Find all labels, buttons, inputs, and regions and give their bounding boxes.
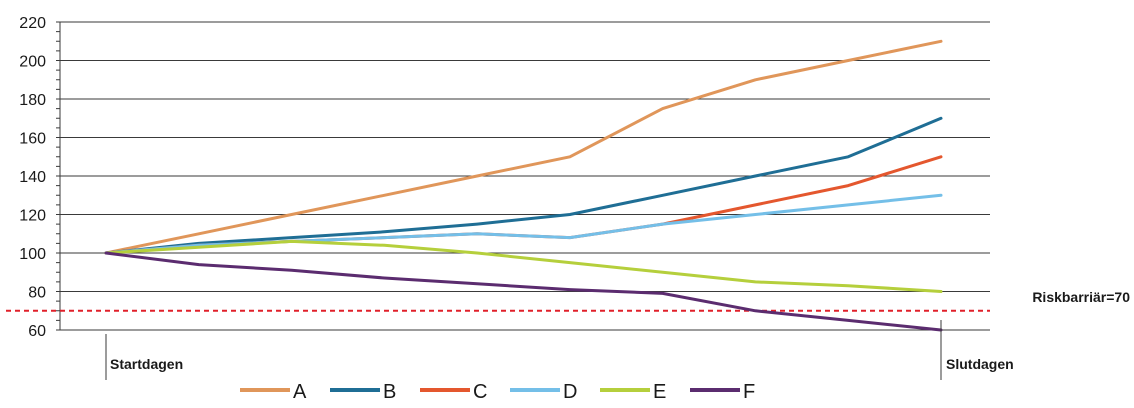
y-tick-label: 120	[19, 208, 46, 225]
y-tick-label: 60	[28, 323, 46, 340]
risk-barrier: Riskbarriär=70	[6, 289, 1130, 312]
y-tick-label: 160	[19, 131, 46, 148]
legend: A B C D E F	[240, 381, 755, 403]
series-line-c	[104, 155, 943, 255]
risk-barrier-label: Riskbarriär=70	[1032, 289, 1130, 305]
x-axis-markers: Startdagen Slutdagen	[105, 320, 1014, 380]
series-line-b	[104, 116, 943, 255]
end-day-label: Slutdagen	[946, 356, 1014, 372]
series-lines	[104, 39, 943, 332]
grid-lines	[60, 21, 990, 331]
legend-label-c: C	[473, 381, 487, 403]
y-tick-label: 140	[19, 169, 46, 186]
legend-label-d: D	[563, 381, 577, 403]
y-tick-label: 220	[19, 15, 46, 32]
y-tick-label: 100	[19, 246, 46, 263]
y-tick-label: 80	[28, 285, 46, 302]
series-line-a	[104, 39, 943, 255]
legend-label-f: F	[743, 381, 755, 403]
start-day-label: Startdagen	[110, 356, 183, 372]
y-tick-label: 200	[19, 54, 46, 71]
y-tick-label: 180	[19, 92, 46, 109]
series-line-f	[104, 251, 943, 332]
legend-label-b: B	[383, 381, 396, 403]
legend-label-e: E	[653, 381, 666, 403]
series-line-e	[104, 239, 943, 293]
y-axis: 60 80 100 120 140 160 180 200 220	[19, 15, 61, 340]
legend-label-a: A	[293, 381, 307, 403]
